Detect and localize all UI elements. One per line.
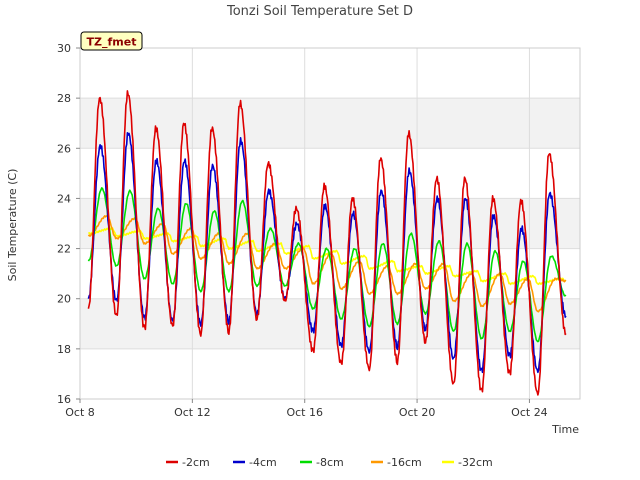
plot-background xyxy=(80,48,580,399)
legend-label: -4cm xyxy=(249,456,277,469)
series-line-m2cm xyxy=(87,90,567,396)
plot-band xyxy=(80,98,580,149)
plot-frame xyxy=(79,47,581,400)
legend-label: -2cm xyxy=(182,456,210,469)
axes: 16 18 20 22 24 26 28 30 Oct 8 Oct 12 Oct 16 Oct 20 O… xyxy=(57,42,581,419)
y-axis-label: Soil Temperature (C) xyxy=(6,169,19,282)
y-tick-label: 26 xyxy=(57,142,71,155)
x-tick-label: Oct 8 xyxy=(65,406,95,419)
plot-band xyxy=(80,298,580,349)
y-tick-label: 18 xyxy=(57,343,71,356)
legend: -2cm -4cm -8cm -16cm -32cm xyxy=(166,456,493,469)
plot-band xyxy=(80,148,580,199)
y-tick-label: 30 xyxy=(57,42,71,55)
x-tick-label: Oct 20 xyxy=(399,406,436,419)
x-tick-label: Oct 24 xyxy=(511,406,548,419)
y-tick-label: 22 xyxy=(57,243,71,256)
badge-text: TZ_fmet xyxy=(87,36,137,49)
plot-band xyxy=(80,348,580,399)
y-tick-label: 16 xyxy=(57,393,71,406)
legend-item-m2cm: -2cm xyxy=(166,456,210,469)
legend-item-m16cm: -16cm xyxy=(371,456,422,469)
legend-label: -32cm xyxy=(458,456,493,469)
series-group xyxy=(87,90,567,396)
series-line-m32cm xyxy=(87,227,567,286)
chart-title: Tonzi Soil Temperature Set D xyxy=(226,4,413,19)
x-axis-label: Time xyxy=(551,423,579,436)
badge: TZ_fmet xyxy=(80,31,143,51)
y-tick-label: 28 xyxy=(57,92,71,105)
legend-label: -8cm xyxy=(316,456,344,469)
y-tick-label: 24 xyxy=(57,192,71,205)
badge-box xyxy=(80,31,143,51)
legend-item-m32cm: -32cm xyxy=(442,456,493,469)
plot-band xyxy=(80,48,580,99)
x-tick-label: Oct 12 xyxy=(174,406,211,419)
legend-item-m4cm: -4cm xyxy=(233,456,277,469)
legend-item-m8cm: -8cm xyxy=(300,456,344,469)
x-tick-label: Oct 16 xyxy=(286,406,323,419)
y-tick-label: 20 xyxy=(57,293,71,306)
legend-label: -16cm xyxy=(387,456,422,469)
